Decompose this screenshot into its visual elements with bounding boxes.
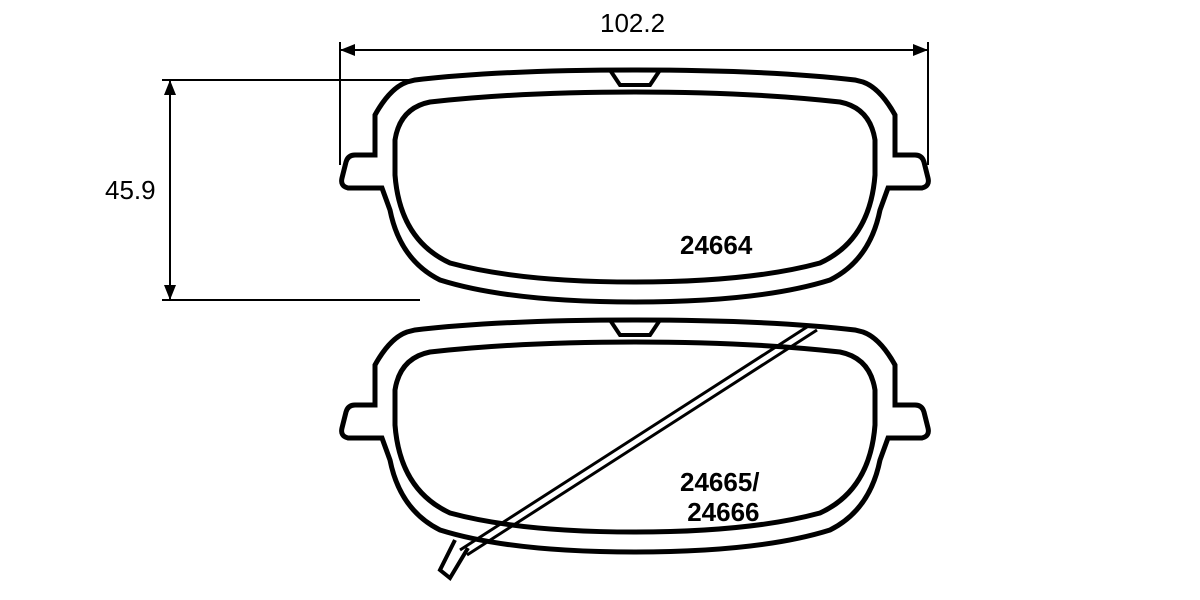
technical-drawing: 102.2 45.9 24664 24665/ 24666 [0,0,1200,600]
lower-pad-label-line2: 24666 [687,497,759,527]
upper-brake-pad [342,70,929,302]
upper-pad-part-number: 24664 [680,230,752,261]
drawing-svg [0,0,1200,600]
lower-pad-part-number: 24665/ 24666 [680,468,760,528]
width-dimension-label: 102.2 [600,8,665,39]
lower-brake-pad [342,320,929,578]
height-dimension-label: 45.9 [105,175,156,206]
lower-pad-label-line1: 24665/ [680,467,760,497]
